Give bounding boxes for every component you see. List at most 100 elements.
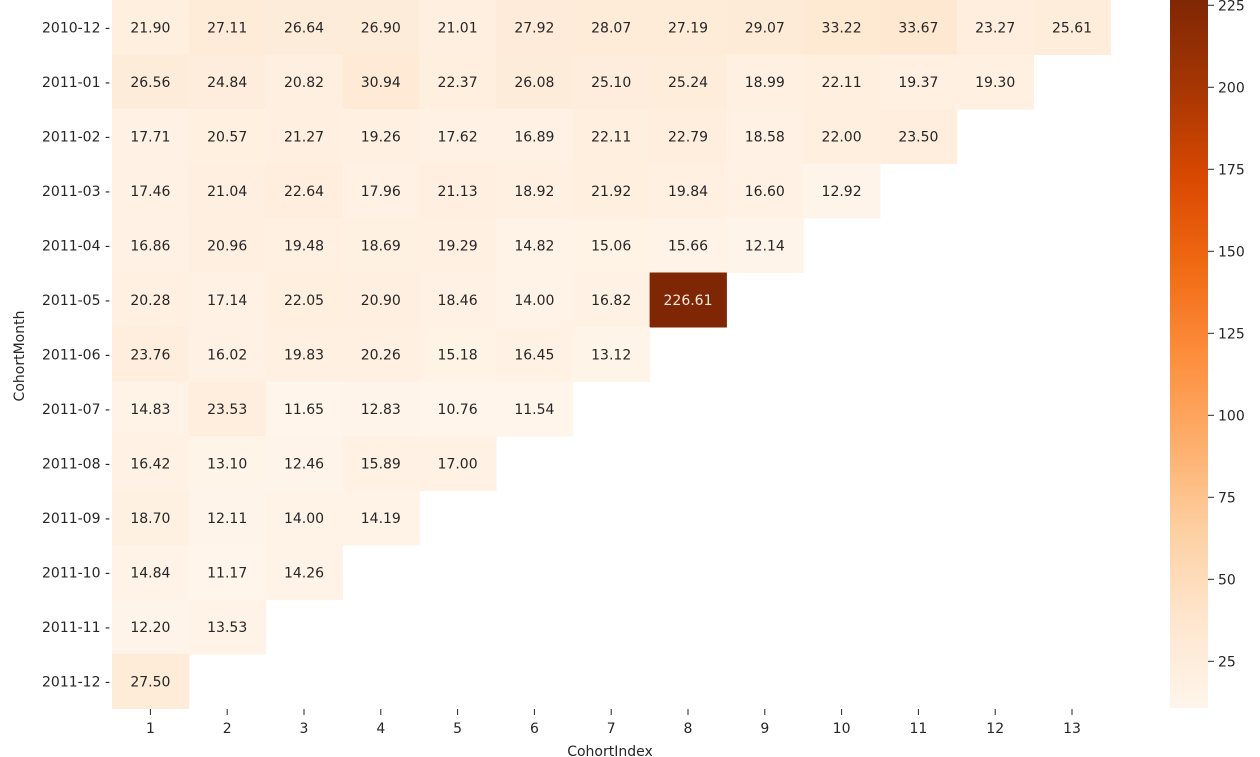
cell-value-label: 27.92 [514,20,554,36]
x-tick-label: 11 [909,721,927,737]
heatmap-cell [188,490,267,546]
heatmap-cell [112,54,190,110]
heatmap-cell [496,0,574,55]
heatmap-cell [112,272,190,328]
heatmap-cell [956,0,1035,55]
heatmap-cell [188,163,267,219]
heatmap-cell [342,163,420,219]
cell-value-label: 15.89 [361,456,401,472]
cell-value-label: 17.00 [438,456,478,472]
x-tick-label: 12 [986,721,1004,737]
y-tick-label: 2011-04 - [42,238,110,254]
heatmap-cell [265,436,343,491]
colorbar [1170,0,1208,708]
cell-value-label: 21.90 [130,20,170,36]
heatmap-cell [803,109,881,164]
heatmap-cell [649,218,727,273]
x-tick-label: 2 [223,721,232,737]
heatmap-cell [572,218,651,273]
heatmap-cell [726,163,804,219]
cell-value-label: 19.26 [361,129,401,145]
heatmap-cell [188,436,267,491]
cell-value-label: 18.69 [361,238,401,254]
heatmap-cell [1033,0,1111,55]
heatmap-cell [726,218,804,273]
heatmap-cell [342,381,420,437]
cell-value-label: 21.01 [438,20,478,36]
x-tick-label: 7 [607,721,616,737]
heatmap-cell [188,545,267,600]
heatmap-cell [188,54,267,110]
cell-value-label: 33.22 [822,20,862,36]
heatmap-cell [265,54,343,110]
heatmap-cell [803,0,881,55]
heatmap-cell [419,54,497,110]
heatmap-cell [649,54,727,110]
cell-value-label: 16.86 [130,238,170,254]
cell-value-label: 16.89 [514,129,554,145]
heatmap-cell [342,109,420,164]
cell-value-label: 12.46 [284,456,324,472]
cell-value-label: 16.45 [514,347,554,363]
heatmap-cell [649,109,727,164]
cell-value-label: 19.84 [668,184,708,200]
cell-value-label: 27.11 [207,20,247,36]
cell-value-label: 11.17 [207,565,247,581]
colorbar-tick-label: 150 [1218,244,1245,260]
cell-value-label: 12.20 [130,620,170,636]
heatmap-cells [112,0,1111,709]
heatmap-cell [880,0,958,55]
heatmap-cell [496,327,574,382]
cell-value-label: 25.10 [591,75,631,91]
heatmap-cell [188,0,267,55]
y-tick-label: 2011-08 - [42,456,110,472]
colorbar-tick-label: 50 [1218,572,1236,588]
cell-value-label: 20.96 [207,238,247,254]
heatmap-cell [112,0,190,55]
heatmap-cell [342,436,420,491]
heatmap-cell [649,272,727,328]
cell-value-label: 18.92 [514,184,554,200]
x-axis-ticks: 1 2 3 4 5 6 7 8 9 10 11 12 13 [146,709,1081,737]
cell-value-label: 16.02 [207,347,247,363]
heatmap-cell [496,272,574,328]
cell-value-label: 14.26 [284,565,324,581]
heatmap-cell [112,327,190,382]
x-tick-label: 6 [530,721,539,737]
cell-value-label: 11.54 [514,402,554,418]
cell-value-label: 13.10 [207,456,247,472]
cell-value-label: 226.61 [664,293,713,309]
cell-value-label: 15.18 [438,347,478,363]
cell-value-label: 23.53 [207,402,247,418]
cell-value-label: 24.84 [207,75,247,91]
cell-value-label: 16.60 [745,184,785,200]
heatmap-cell [265,381,343,437]
x-tick-label: 4 [376,721,385,737]
colorbar-tick-label: 225 [1218,0,1245,14]
cell-value-label: 20.90 [361,293,401,309]
cell-value-label: 17.62 [438,129,478,145]
cell-value-label: 20.82 [284,75,324,91]
heatmap-cell [265,327,343,382]
heatmap-cell [496,163,574,219]
cell-value-label: 18.46 [438,293,478,309]
heatmap-cell [188,327,267,382]
cell-value-label: 12.11 [207,511,247,527]
heatmap-cell [419,436,497,491]
cell-value-label: 22.00 [822,129,862,145]
y-tick-label: 2011-02 - [42,129,110,145]
heatmap-cell [419,218,497,273]
heatmap-cell [880,54,958,110]
cell-value-label: 14.83 [130,402,170,418]
cell-value-label: 22.79 [668,129,708,145]
cell-value-label: 27.19 [668,20,708,36]
colorbar-ticks: 25 50 75 100 125 150 175 200 225 [1208,0,1245,670]
y-tick-label: 2011-03 - [42,184,110,200]
colorbar-tick-label: 25 [1218,654,1236,670]
cell-value-label: 26.56 [130,75,170,91]
heatmap-cell [419,163,497,219]
cell-value-label: 20.28 [130,293,170,309]
cell-value-label: 13.12 [591,347,631,363]
cell-value-label: 14.84 [130,565,170,581]
heatmap-cell [112,490,190,546]
